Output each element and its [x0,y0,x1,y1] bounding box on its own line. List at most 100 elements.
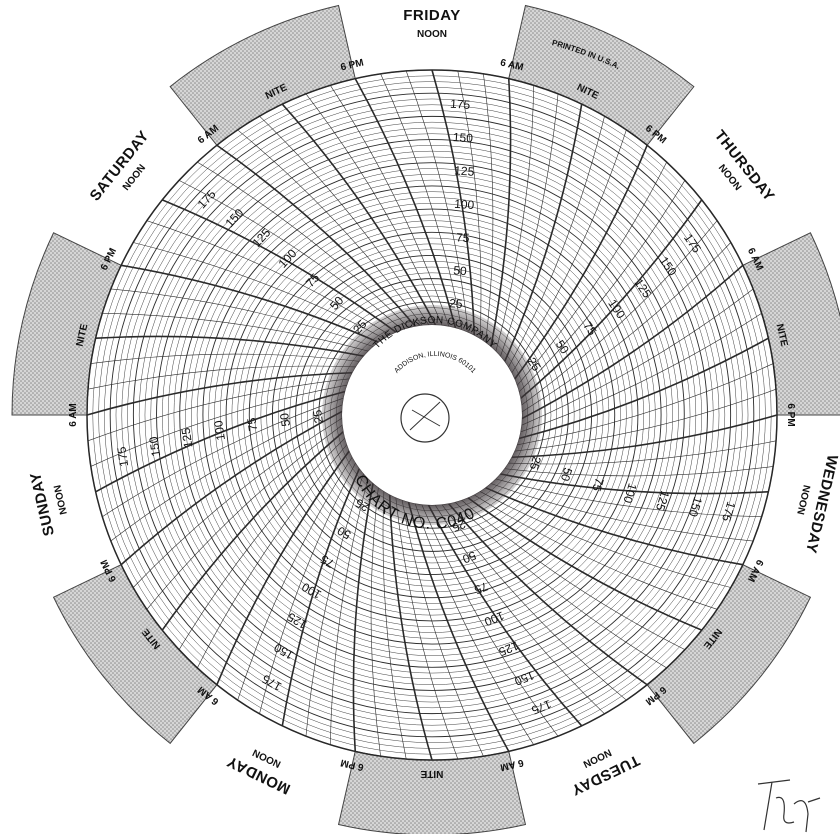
time-arc [495,85,534,352]
grid-ring [92,75,772,755]
time-arc [161,430,345,631]
grid-ring [278,261,586,569]
grid-ring [307,290,557,540]
scale-value: 50 [558,466,575,483]
nite-shaded-bands [11,4,840,834]
grid-ring [162,145,702,685]
time-arc [87,378,350,442]
time-arc [518,180,686,393]
time-arc [121,264,380,344]
grid-ring [150,133,714,697]
scale-value: 125 [631,276,654,301]
time-arc [499,473,769,495]
scale-value: 150 [512,668,536,689]
grid-ring [295,278,569,552]
time-arc [490,78,512,348]
time-arc [414,503,534,745]
scale-value: 175 [529,697,553,718]
time-arc [161,199,397,334]
spindle-hole [400,393,450,443]
time-arc [490,483,754,542]
grid-ring [248,231,616,599]
scale-value: 175 [450,97,471,112]
scale-value: 50 [460,548,478,566]
time-arc [237,456,353,701]
scale-value: 150 [452,130,473,145]
grid-ring [254,237,610,593]
time-label: NITE [420,768,443,779]
scale-value: 150 [223,206,247,230]
time-arc [495,478,762,517]
time-arc [281,103,437,326]
time-arc [197,444,348,669]
handwritten-signature [757,779,821,833]
time-arc [516,363,774,446]
grid-ring [208,191,656,639]
center-hub: THE DICKSON COMPANY ADDISON, ILLINOIS 60… [322,305,542,533]
time-arc [216,450,351,686]
scale-value: 75 [472,579,490,597]
time-arc [330,85,450,327]
time-arc [407,501,510,752]
scale-value: 25 [310,409,326,425]
scale-value: 100 [454,197,475,212]
scale-value: 150 [686,495,705,519]
time-arc [86,371,353,416]
time-arc [354,78,457,329]
scale-value: 50 [335,523,354,542]
time-label: NITE [774,323,790,348]
time-arc [441,504,627,701]
nite-band [169,4,356,146]
grid-ring [196,179,668,651]
grid-ring [144,127,720,703]
time-arc [259,462,356,714]
scale-value: 50 [453,263,468,278]
time-arc [197,161,410,329]
time-arc [95,335,365,357]
time-label: NOON [417,29,447,40]
time-arc [508,116,605,368]
time-arc [380,73,463,331]
grid-ring [237,220,627,610]
time-arc [305,473,364,737]
grid-ring [179,162,685,668]
grid-ring [121,104,743,726]
time-arc [388,494,433,761]
grid-ring [231,214,633,616]
time-arc [87,365,356,390]
time-arc [427,504,583,727]
time-arc [521,264,744,420]
grid-ring [283,266,581,564]
time-arc [305,93,443,326]
scale-value: 75 [244,416,260,432]
scale-value: 75 [456,230,471,245]
grid-ring [301,284,563,546]
time-arc [90,353,360,364]
time-arc [503,104,583,363]
time-arc [431,69,476,336]
scale-value: 175 [719,500,738,524]
grid-ring [272,255,592,575]
grid-ring [109,92,755,738]
time-label: 6 AM [499,58,524,74]
time-arc [110,404,343,542]
time-arc [330,478,369,745]
time-arc [259,116,430,326]
scale-value: 100 [211,419,228,441]
spindle-mark [409,401,441,431]
time-arc [516,161,667,386]
day-label: SUNDAY [27,470,58,537]
curved-time-arcs [86,69,778,761]
time-arc [102,397,344,517]
time-arc [521,220,718,406]
time-arc [110,288,374,347]
time-arc [146,220,391,336]
grid-ring [214,197,650,633]
grid-ring [173,156,691,674]
time-arc [518,337,769,440]
scale-value: 175 [114,445,131,467]
time-arc [483,73,494,343]
time-arc [401,499,484,757]
time-arc [520,313,762,433]
grid-ring [202,185,662,645]
